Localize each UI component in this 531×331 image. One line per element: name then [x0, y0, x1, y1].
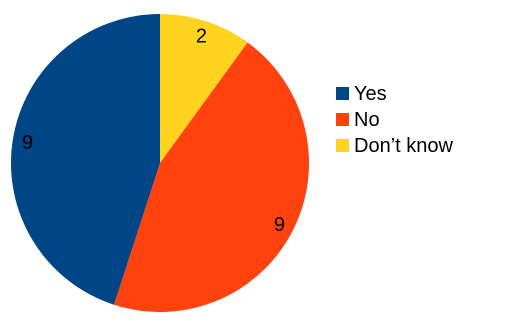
pie-slice-dont-know — [160, 14, 248, 163]
legend-item-dont-know: Don’t know — [336, 135, 453, 157]
pie-data-labels: 2 9 9 — [22, 25, 285, 235]
pie-slice-no — [113, 42, 310, 312]
legend-swatch-yes — [336, 87, 349, 100]
legend-label-dont-know: Don’t know — [354, 135, 453, 157]
data-label-no: 9 — [274, 214, 285, 236]
legend-item-no: No — [336, 109, 380, 131]
legend-swatch-no — [336, 113, 349, 126]
legend: Yes No Don’t know — [336, 83, 453, 157]
data-label-yes: 9 — [22, 132, 33, 154]
legend-label-no: No — [354, 109, 380, 131]
data-label-dont-know: 2 — [196, 25, 207, 47]
pie-slices — [10, 14, 310, 312]
legend-swatch-dont-know — [336, 139, 349, 152]
legend-label-yes: Yes — [354, 83, 387, 105]
pie-slice-yes — [10, 14, 161, 305]
legend-item-yes: Yes — [336, 83, 387, 105]
